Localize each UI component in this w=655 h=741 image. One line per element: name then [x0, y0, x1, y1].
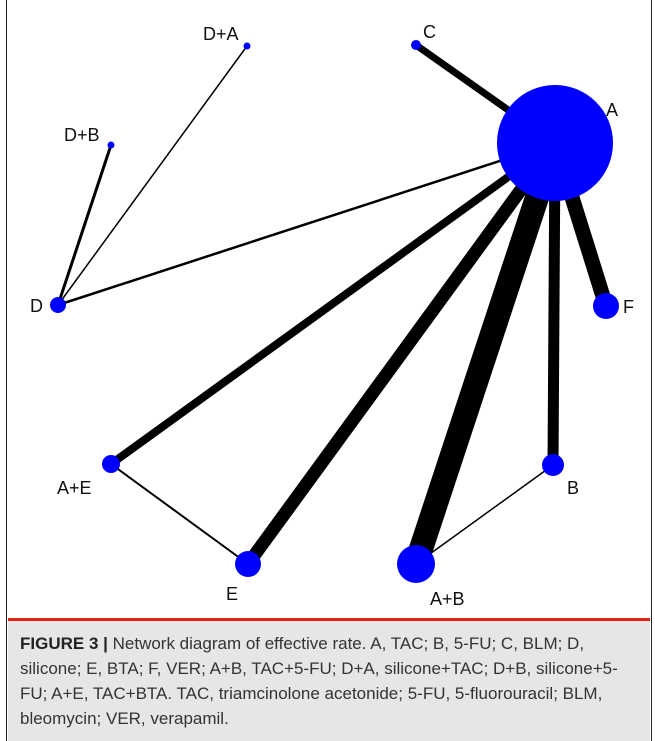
edge-d-db: [56, 144, 113, 306]
figure-frame: [6, 0, 652, 741]
edge-a-e: [242, 139, 561, 568]
label-c: C: [423, 22, 436, 42]
caption-box: FIGURE 3 | Network diagram of effective …: [8, 618, 650, 741]
node-f[interactable]: [593, 293, 619, 319]
label-ab: A+B: [430, 589, 465, 609]
figure-caption: FIGURE 3 | Network diagram of effective …: [20, 631, 638, 731]
edge-a-ae: [108, 139, 558, 468]
edges-group: [56, 42, 614, 568]
edge-d-da: [57, 45, 248, 306]
labels-group: A B C D E F A+B D+A D+B A+E: [30, 22, 634, 609]
label-ae: A+E: [57, 478, 92, 498]
node-d[interactable]: [50, 297, 66, 313]
edge-ab-b: [415, 464, 554, 565]
label-d: D: [30, 296, 43, 316]
caption-label: FIGURE 3 |: [20, 634, 108, 653]
node-c[interactable]: [411, 40, 421, 50]
network-diagram: A B C D E F A+B D+A D+B A+E: [30, 22, 634, 609]
node-ae[interactable]: [102, 455, 120, 473]
label-a: A: [606, 100, 618, 120]
node-b[interactable]: [542, 454, 564, 476]
caption-text: Network diagram of effective rate. A, TA…: [20, 634, 618, 728]
node-db[interactable]: [107, 141, 115, 149]
node-a[interactable]: [497, 85, 613, 201]
label-da: D+A: [203, 24, 239, 44]
node-da[interactable]: [243, 42, 251, 50]
label-db: D+B: [64, 125, 100, 145]
label-f: F: [623, 297, 634, 317]
nodes-group: [50, 40, 619, 583]
label-e: E: [226, 584, 238, 604]
node-e[interactable]: [235, 551, 261, 577]
edge-a-d: [57, 141, 556, 307]
label-b: B: [567, 478, 579, 498]
node-ab[interactable]: [397, 545, 435, 583]
edge-a-ab: [404, 139, 567, 568]
edge-ae-e: [110, 463, 249, 565]
